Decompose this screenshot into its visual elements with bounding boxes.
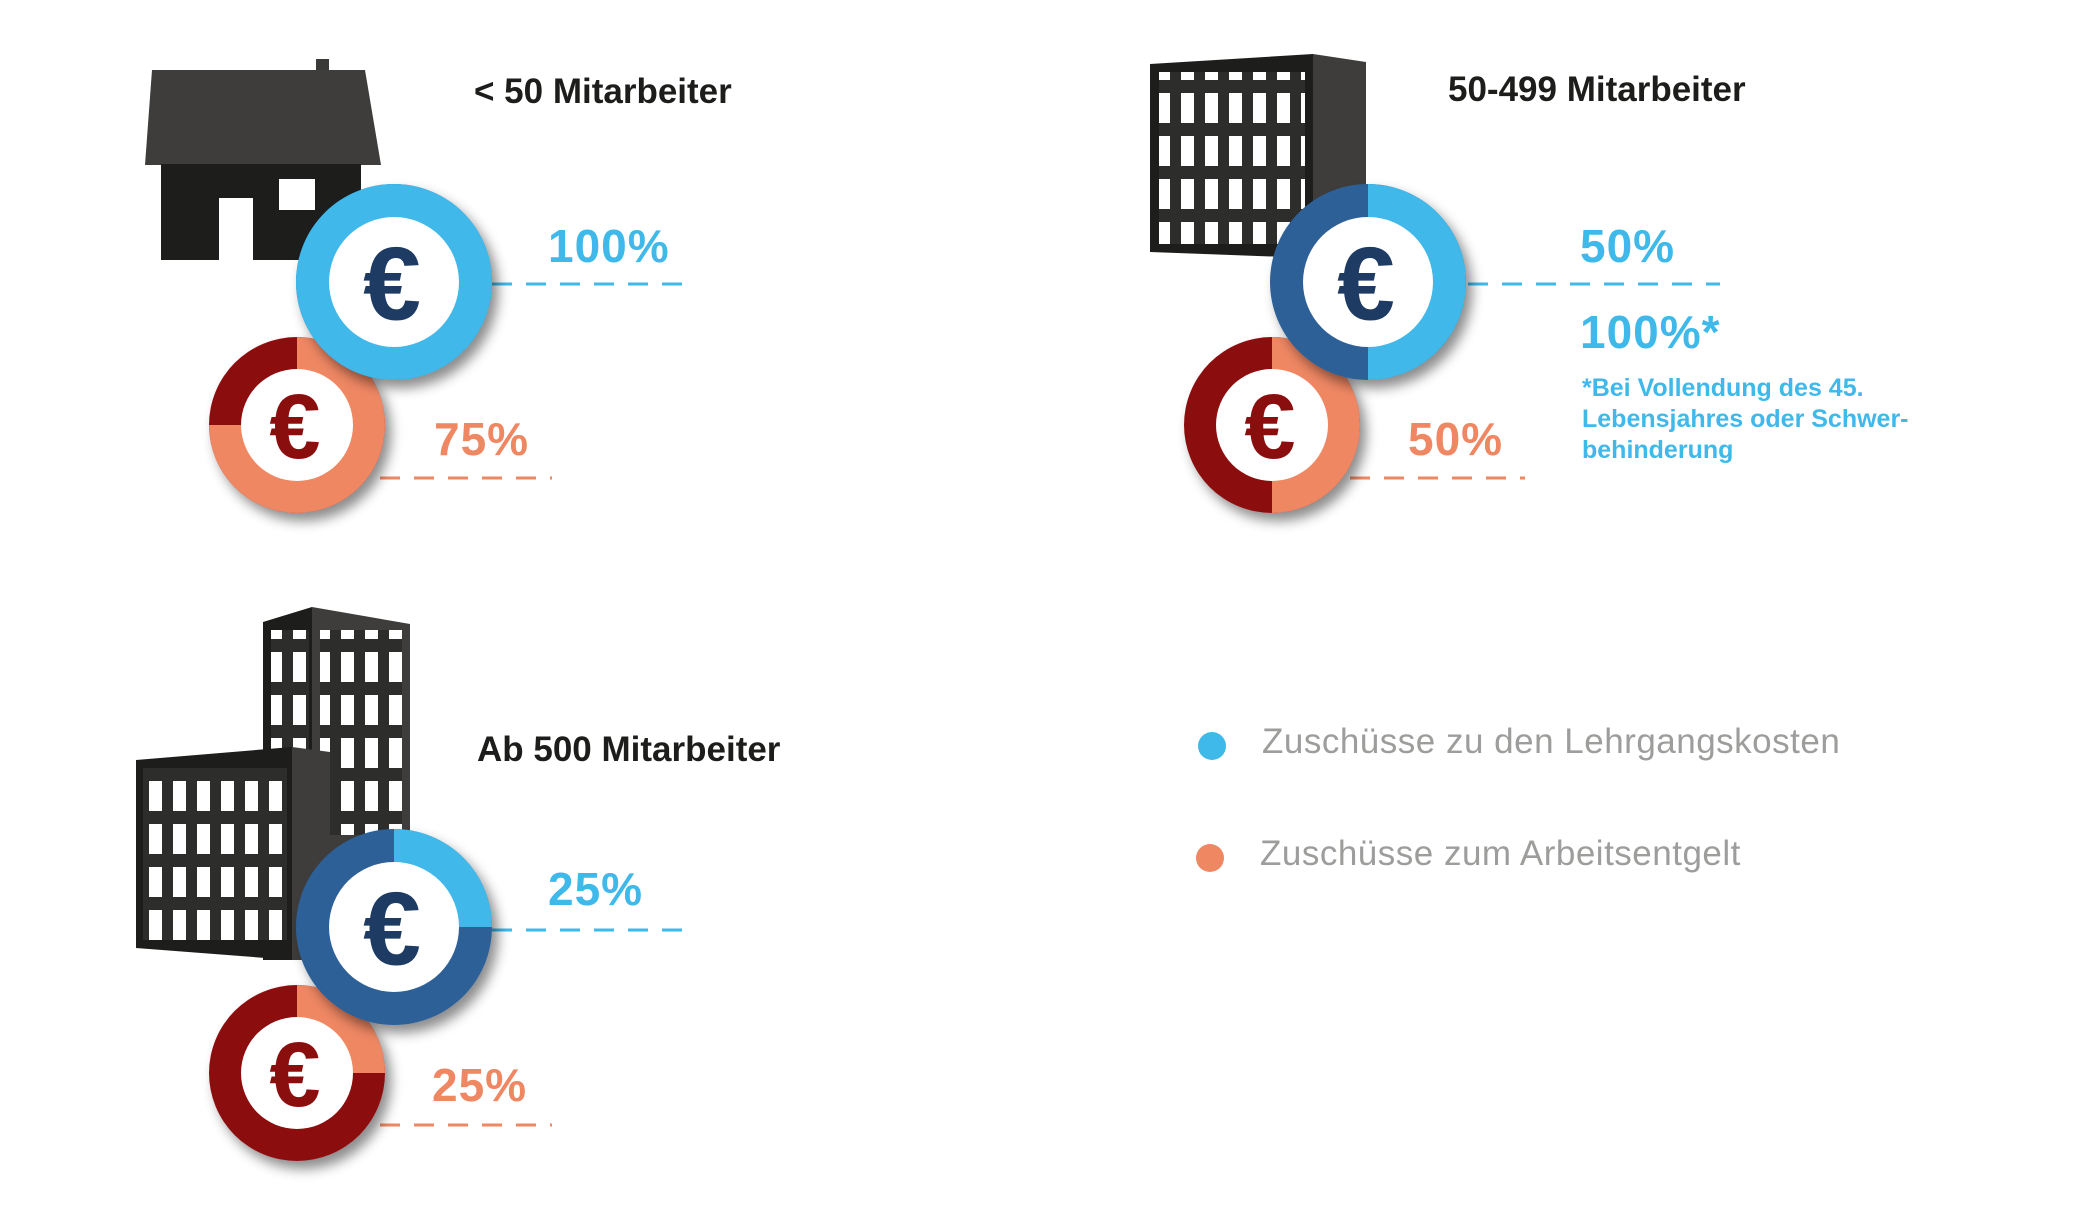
euro-icon: € — [269, 1024, 320, 1126]
large-lehrgang-percent: 25% — [548, 863, 644, 915]
medium-footnote: *Bei Vollendung des 45. Lebensjahres ode… — [1582, 373, 1909, 466]
coin-face — [241, 369, 353, 481]
euro-icon: € — [1337, 226, 1395, 342]
small-entgelt-coin-face: € — [241, 369, 353, 481]
medium-lehrgang-alt-percent: 100%* — [1580, 306, 1721, 358]
medium-lehrgang-coin-face: € — [1303, 217, 1433, 347]
coin-face — [329, 217, 459, 347]
coin-face — [1303, 217, 1433, 347]
medium-lehrgang-percent: 50% — [1580, 220, 1676, 272]
leader-lines — [380, 282, 1720, 1127]
title-small-companies: < 50 Mitarbeiter — [474, 72, 732, 111]
large-entgelt-coin-face: € — [241, 1017, 353, 1129]
small-lehrgang-coin-face: € — [329, 217, 459, 347]
small-entgelt-percent: 75% — [434, 413, 530, 465]
legend-dot-lehrgang — [1198, 732, 1226, 760]
footnote-line: *Bei Vollendung des 45. — [1582, 374, 1864, 402]
euro-icon: € — [363, 226, 421, 342]
coin-face — [329, 862, 459, 992]
large-lehrgang-coin-face: € — [329, 862, 459, 992]
coin-face — [241, 1017, 353, 1129]
legend-label-lehrgang: Zuschüsse zu den Lehrgangskosten — [1262, 722, 1841, 761]
euro-icon: € — [363, 871, 421, 987]
legend-dot-entgelt — [1196, 844, 1224, 872]
euro-icon: € — [1244, 376, 1295, 478]
footnote-line: Lebensjahres oder Schwer- — [1582, 405, 1909, 433]
euro-icon: € — [269, 376, 320, 478]
medium-entgelt-coin-face: € — [1216, 369, 1328, 481]
small-lehrgang-percent: 100% — [548, 220, 670, 272]
title-medium-companies: 50-499 Mitarbeiter — [1448, 70, 1746, 109]
legend-label-entgelt: Zuschüsse zum Arbeitsentgelt — [1260, 834, 1741, 873]
large-entgelt-percent: 25% — [432, 1059, 528, 1111]
medium-entgelt-percent: 50% — [1408, 413, 1504, 465]
coin-face — [1216, 369, 1328, 481]
footnote-line: behinderung — [1582, 436, 1734, 464]
title-large-companies: Ab 500 Mitarbeiter — [477, 730, 781, 769]
